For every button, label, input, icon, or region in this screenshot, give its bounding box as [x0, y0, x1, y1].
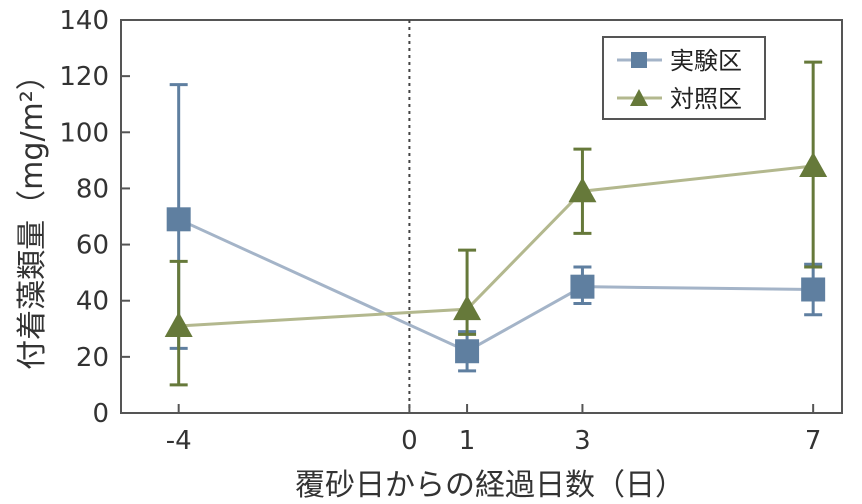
legend: 実験区 対照区: [602, 36, 766, 120]
data-point-square: [455, 339, 480, 364]
data-point-triangle: [568, 177, 597, 203]
legend-square-marker: [631, 52, 647, 68]
x-tick-label: 3: [574, 426, 591, 456]
x-tick-label: -4: [166, 426, 192, 456]
data-point-triangle: [453, 295, 482, 321]
legend-label-experiment: 実験区: [670, 47, 742, 75]
y-tick-label: 20: [76, 343, 109, 373]
x-axis-title: 覆砂日からの経過日数（日）: [295, 468, 685, 503]
y-tick-label: 140: [59, 6, 109, 36]
tick-labels: 0 20 40 60 80 100 120 140 -4 0 1 3 7: [59, 6, 821, 456]
data-point-triangle: [799, 151, 828, 177]
data-point-square: [570, 274, 595, 299]
series-line-0: [178, 217, 814, 353]
plot-area: [120, 19, 843, 414]
series-line-1: [178, 164, 814, 328]
y-axis-title: 付着藻類量（mg/m²）: [15, 60, 50, 370]
x-tick-label: 1: [459, 426, 476, 456]
error-bar: [458, 248, 477, 336]
x-tick-label: 7: [805, 426, 822, 456]
y-tick-label: 40: [76, 287, 109, 317]
legend-box: [602, 36, 766, 120]
y-tick-label: 80: [76, 174, 109, 204]
data-point-triangle: [164, 311, 193, 337]
y-tick-label: 120: [59, 62, 109, 92]
legend-triangle-marker: [630, 89, 648, 106]
data-point-square: [801, 277, 826, 302]
y-tick-label: 100: [59, 118, 109, 148]
series-layer: [164, 60, 828, 387]
data-point-square: [166, 207, 191, 232]
y-tick-label: 60: [76, 231, 109, 261]
plot-frame: [120, 19, 843, 414]
legend-label-control: 対照区: [670, 85, 742, 113]
y-tick-label: 0: [92, 399, 109, 429]
x-tick-label: 0: [401, 426, 418, 456]
